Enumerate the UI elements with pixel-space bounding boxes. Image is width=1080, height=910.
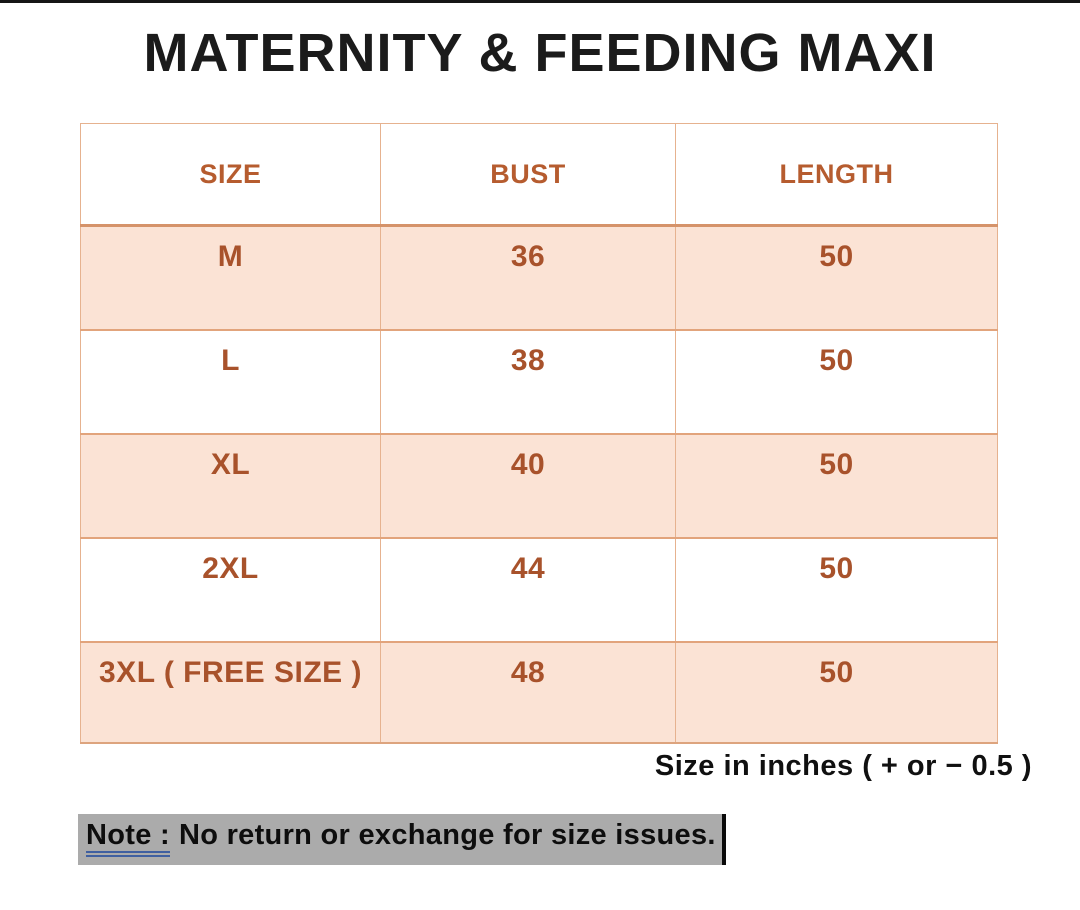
header-row: SIZE BUST LENGTH — [80, 123, 998, 227]
table-row: M 36 50 — [80, 225, 998, 331]
col-header-size: SIZE — [80, 123, 381, 227]
table-row: 2XL 44 50 — [80, 537, 998, 643]
col-header-length: LENGTH — [675, 123, 998, 227]
cell-bust: 48 — [380, 641, 676, 744]
unit-note: Size in inches ( + or − 0.5 ) — [654, 750, 1032, 782]
cell-size: 2XL — [80, 537, 381, 643]
cell-length: 50 — [675, 225, 998, 331]
cell-bust: 44 — [380, 537, 676, 643]
cell-bust: 40 — [380, 433, 676, 539]
cell-size: M — [80, 225, 381, 331]
col-header-bust: BUST — [380, 123, 676, 227]
cell-length: 50 — [675, 641, 998, 744]
cell-length: 50 — [675, 537, 998, 643]
note-banner: Note : No return or exchange for size iss… — [78, 814, 726, 866]
cell-bust: 36 — [380, 225, 676, 331]
note-text: No return or exchange for size issues. — [178, 819, 716, 851]
top-border-strip — [0, 0, 1080, 3]
cell-size: 3XL ( FREE SIZE ) — [80, 641, 381, 744]
cell-size: XL — [80, 433, 381, 539]
note-label: Note : — [86, 820, 170, 858]
cell-bust: 38 — [380, 329, 676, 435]
table-row: L 38 50 — [80, 329, 998, 435]
cell-length: 50 — [675, 433, 998, 539]
table-row: 3XL ( FREE SIZE ) 48 50 — [80, 641, 998, 744]
cell-size: L — [80, 329, 381, 435]
page-title: MATERNITY & FEEDING MAXI — [143, 23, 937, 83]
cell-length: 50 — [675, 329, 998, 435]
size-chart-table: SIZE BUST LENGTH M 36 50 L 38 50 XL 40 5… — [80, 123, 998, 744]
table-row: XL 40 50 — [80, 433, 998, 539]
